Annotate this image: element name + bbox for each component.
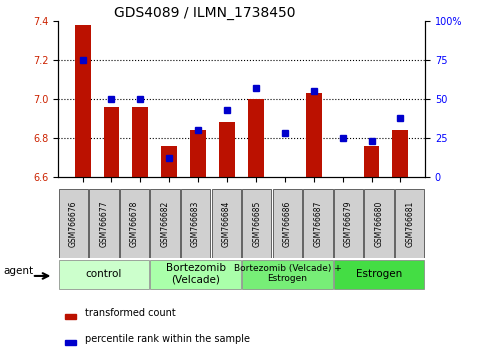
Bar xyxy=(58,189,88,258)
Bar xyxy=(190,130,206,177)
Bar xyxy=(364,146,380,177)
Text: GSM766681: GSM766681 xyxy=(405,201,414,247)
Text: GSM766682: GSM766682 xyxy=(160,201,170,247)
Text: Bortezomib (Velcade) +
Estrogen: Bortezomib (Velcade) + Estrogen xyxy=(233,264,341,284)
Bar xyxy=(395,189,425,258)
Bar xyxy=(65,314,76,319)
Text: percentile rank within the sample: percentile rank within the sample xyxy=(85,334,251,344)
Text: GSM766687: GSM766687 xyxy=(313,201,323,247)
Text: GSM766679: GSM766679 xyxy=(344,201,353,247)
Bar xyxy=(242,260,333,289)
Title: GDS4089 / ILMN_1738450: GDS4089 / ILMN_1738450 xyxy=(114,6,296,20)
Bar xyxy=(303,189,333,258)
Bar xyxy=(248,99,264,177)
Text: Bortezomib
(Velcade): Bortezomib (Velcade) xyxy=(166,263,226,285)
Text: GSM766677: GSM766677 xyxy=(99,201,108,247)
Bar xyxy=(65,339,76,345)
Bar xyxy=(58,260,149,289)
Text: GSM766683: GSM766683 xyxy=(191,201,200,247)
Bar xyxy=(334,260,425,289)
Text: GSM766686: GSM766686 xyxy=(283,201,292,247)
Text: GSM766678: GSM766678 xyxy=(130,201,139,247)
Bar xyxy=(273,189,302,258)
Text: transformed count: transformed count xyxy=(85,308,176,318)
Bar xyxy=(334,189,363,258)
Text: GSM766685: GSM766685 xyxy=(252,201,261,247)
Text: GSM766676: GSM766676 xyxy=(69,201,78,247)
Bar xyxy=(393,130,408,177)
Bar xyxy=(212,189,241,258)
Bar xyxy=(103,107,119,177)
Bar xyxy=(120,189,149,258)
Bar xyxy=(150,260,241,289)
Bar xyxy=(181,189,210,258)
Bar xyxy=(219,122,235,177)
Bar xyxy=(150,189,180,258)
Bar xyxy=(132,107,148,177)
Bar xyxy=(365,189,394,258)
Text: GSM766684: GSM766684 xyxy=(222,201,231,247)
Text: Estrogen: Estrogen xyxy=(356,269,402,279)
Bar xyxy=(89,189,118,258)
Bar xyxy=(161,146,177,177)
Bar xyxy=(306,93,322,177)
Text: GSM766680: GSM766680 xyxy=(375,201,384,247)
Bar xyxy=(242,189,271,258)
Bar xyxy=(75,25,90,177)
Text: agent: agent xyxy=(3,266,33,276)
Text: control: control xyxy=(85,269,122,279)
